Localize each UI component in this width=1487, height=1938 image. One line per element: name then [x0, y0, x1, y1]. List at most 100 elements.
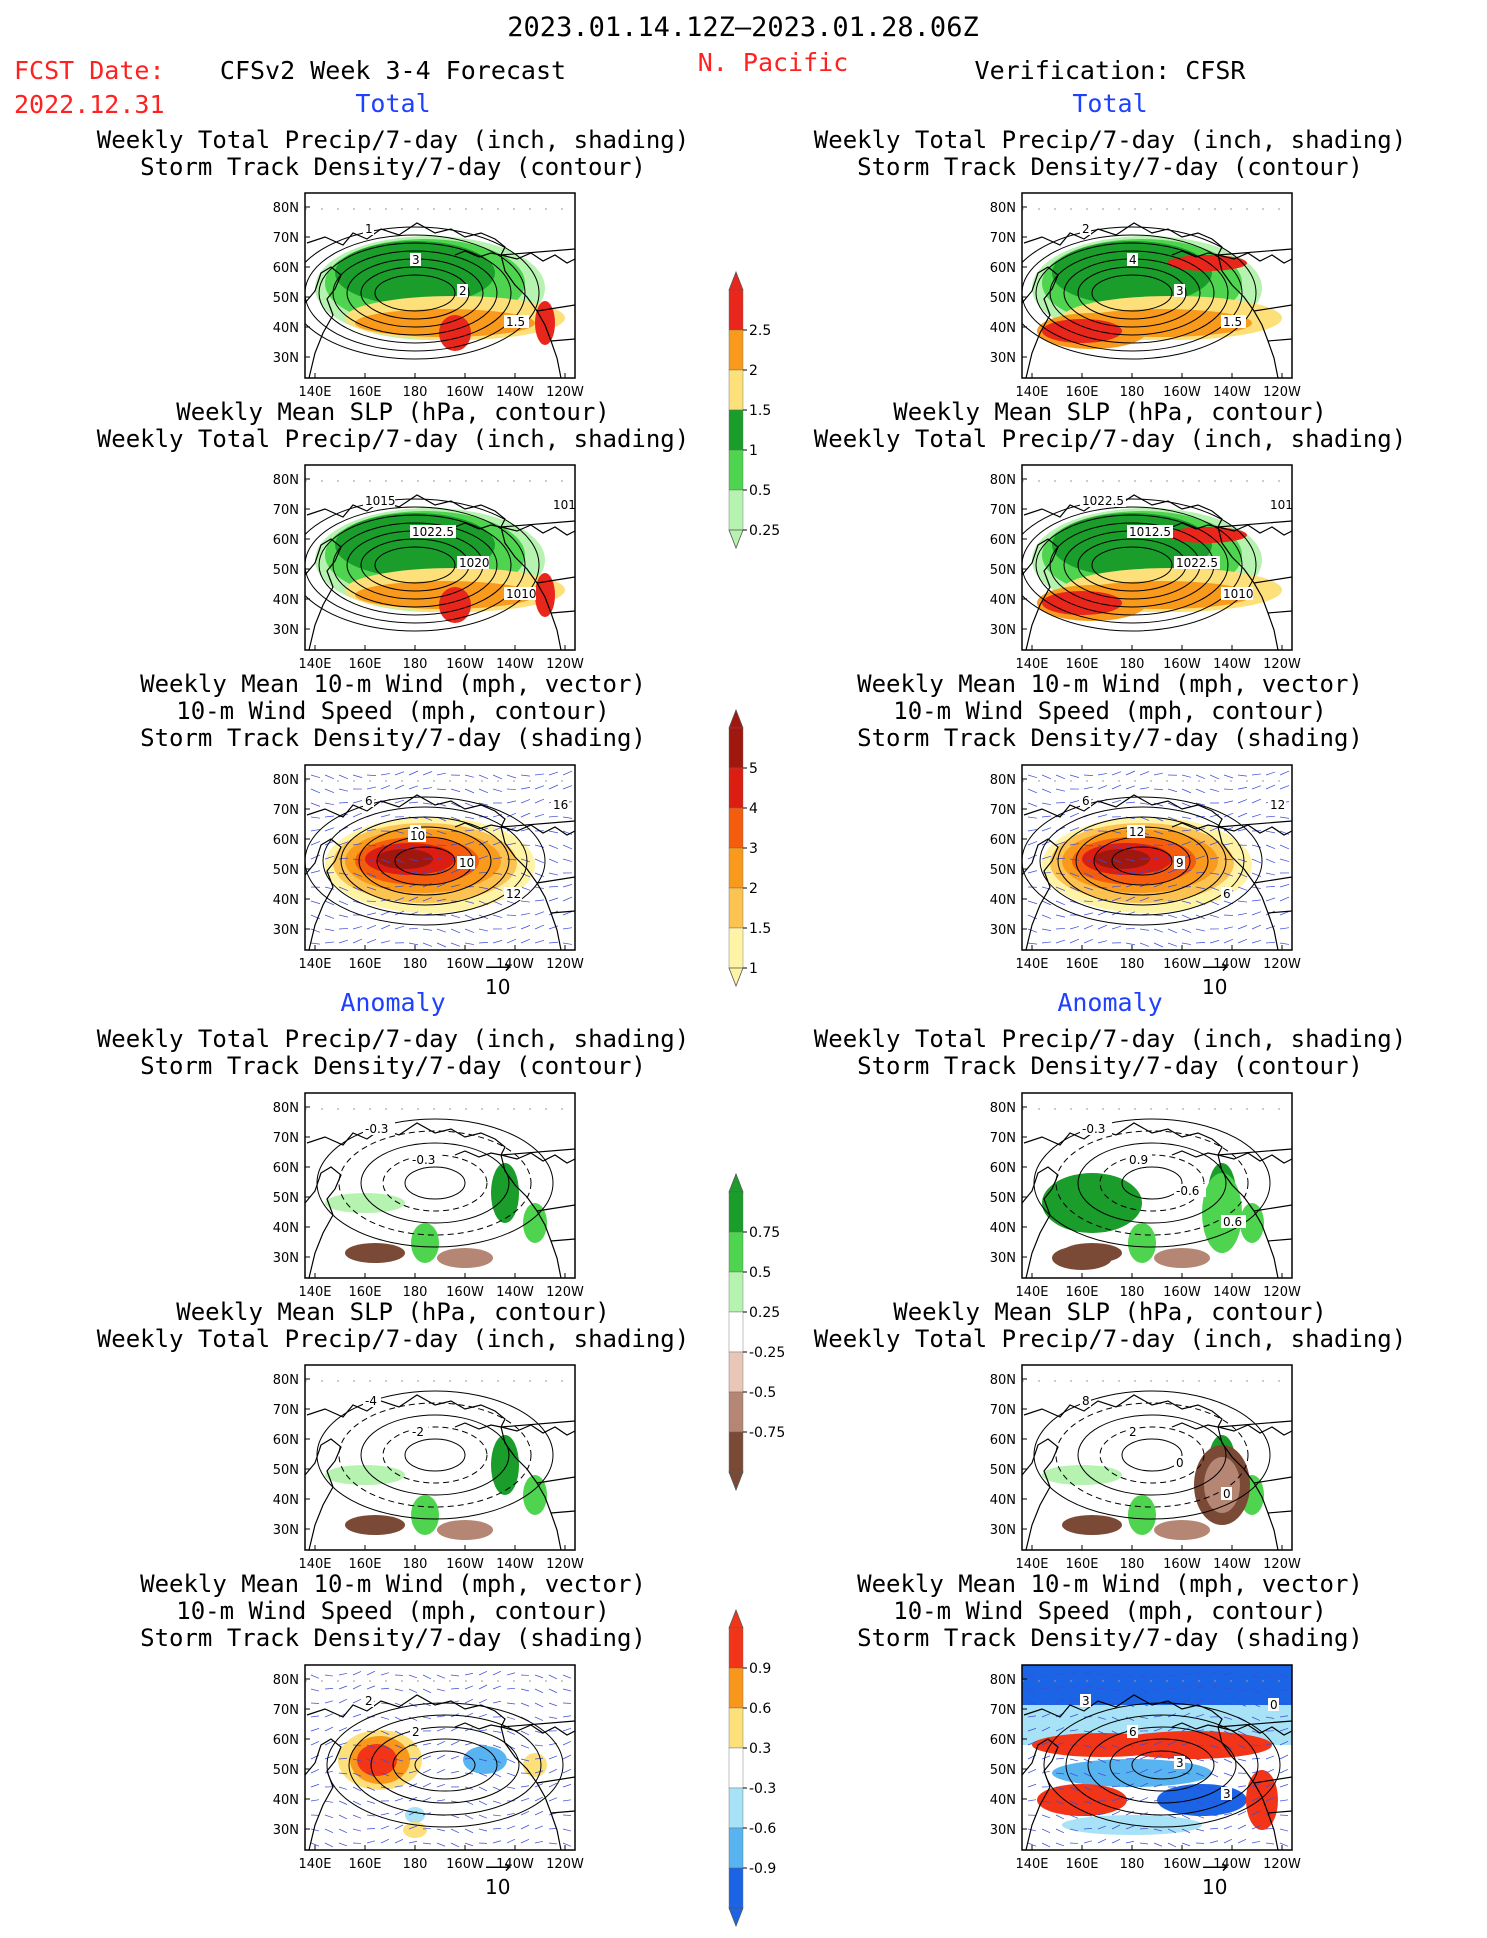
lat-tick-label: 30N [273, 923, 299, 938]
lat-tick-label: 60N [990, 533, 1016, 548]
colorbar-label: 1.5 [749, 921, 771, 937]
lat-tick-label: 40N [273, 1493, 299, 1508]
contour-label: 2 [412, 1725, 420, 1739]
lon-tick-label: 140W [496, 657, 534, 672]
lon-tick-label: 160E [348, 385, 381, 400]
lon-tick-label: 120W [1263, 1857, 1301, 1872]
lat-tick-label: 30N [990, 923, 1016, 938]
title-fc-anom-wind-1: Weekly Mean 10-m Wind (mph, vector) [140, 1572, 646, 1596]
contour-label: 1015 [1270, 498, 1301, 512]
region-title: N. Pacific [698, 50, 849, 75]
lon-tick-label: 120W [546, 385, 584, 400]
verification-title: Verification: CFSR [975, 58, 1246, 83]
lat-tick-label: 80N [990, 1373, 1016, 1388]
title-fc-total-slp-1: Weekly Mean SLP (hPa, contour) [176, 400, 609, 424]
colorbar-label: -0.5 [749, 1385, 776, 1401]
title-ver-anom-precip-1: Weekly Total Precip/7-day (inch, shading… [814, 1027, 1406, 1051]
colorbar-segment [729, 1192, 743, 1232]
lon-tick-label: 160W [1163, 1857, 1201, 1872]
lat-tick-label: 70N [273, 803, 299, 818]
contour-label: 2 [459, 284, 467, 298]
contour-label: -4 [365, 1394, 377, 1408]
colorbar-segment [729, 808, 743, 848]
lat-tick-label: 30N [990, 1523, 1016, 1538]
contour-label: 1022.5 [412, 525, 454, 539]
lat-tick-label: 70N [273, 1703, 299, 1718]
lon-tick-label: 140E [1015, 385, 1048, 400]
contour-label: 1020 [459, 556, 490, 570]
contour-label: 1012.5 [553, 498, 595, 512]
contour-label: 1022.5 [1176, 556, 1218, 570]
lon-tick-label: 120W [1263, 1557, 1301, 1572]
lat-tick-label: 30N [273, 1251, 299, 1266]
lon-tick-label: 160E [1065, 1857, 1098, 1872]
lat-tick-label: 30N [273, 1523, 299, 1538]
lon-tick-label: 120W [1263, 385, 1301, 400]
contour-label: -0.3 [365, 1122, 388, 1136]
lon-tick-label: 120W [1263, 1285, 1301, 1300]
colorbar-label: 0.25 [749, 1305, 780, 1321]
lon-tick-label: 120W [1263, 957, 1301, 972]
contour-label: -0.3 [412, 1153, 435, 1167]
lat-tick-label: 70N [273, 1131, 299, 1146]
colorbar-label: 4 [749, 801, 758, 817]
contour-label: 12 [1129, 825, 1144, 839]
colorbar-label: -0.9 [749, 1861, 776, 1877]
arrow-right-icon: ⟶ [485, 1862, 511, 1875]
contour-label: 3 [1176, 284, 1184, 298]
lon-tick-label: 160W [446, 1857, 484, 1872]
lon-tick-label: 140W [496, 1285, 534, 1300]
lat-tick-label: 80N [990, 201, 1016, 216]
contour-label: 1012.5 [1129, 525, 1171, 539]
lon-tick-label: 140E [1015, 957, 1048, 972]
lat-tick-label: 30N [273, 623, 299, 638]
lat-tick-label: 50N [273, 291, 299, 306]
title-fc-anom-precip-2: Storm Track Density/7-day (contour) [140, 1054, 646, 1078]
lat-tick-label: 70N [273, 1403, 299, 1418]
title-ver-anom-slp-2: Weekly Total Precip/7-day (inch, shading… [814, 1327, 1406, 1351]
title-ver-anom-wind-3: Storm Track Density/7-day (shading) [857, 1626, 1363, 1650]
lon-tick-label: 140E [298, 957, 331, 972]
colorbar-label: 1 [749, 443, 758, 459]
title-fc-total-precip-1: Weekly Total Precip/7-day (inch, shading… [97, 128, 689, 152]
colorbar-segment [729, 290, 743, 330]
contour-label: 10 [459, 856, 474, 870]
vector-ref-value: 10 [1202, 975, 1228, 999]
map-panel-fc-total-wind: 681012161080N70N60N50N40N30N140E160E1801… [255, 760, 585, 975]
contour-label: 3 [1082, 1694, 1090, 1708]
colorbar-segment [729, 1668, 743, 1708]
colorbar-segment [729, 888, 743, 928]
lon-tick-label: 160E [348, 657, 381, 672]
lon-tick-label: 120W [1263, 657, 1301, 672]
colorbar-label: -0.75 [749, 1425, 785, 1441]
lat-tick-label: 60N [990, 1433, 1016, 1448]
lat-tick-label: 40N [273, 321, 299, 336]
vector-ref-ver-anom: ⟶ 10 [1202, 1862, 1228, 1899]
contour-label: 1010 [506, 587, 537, 601]
lat-tick-label: 30N [273, 1823, 299, 1838]
colorbar-segment [729, 1232, 743, 1272]
contour-label: 3 [1223, 1787, 1231, 1801]
lat-tick-label: 50N [273, 1463, 299, 1478]
colorbar-label: 0.3 [749, 1741, 771, 1757]
vector-ref-fc-anom: ⟶ 10 [485, 1862, 511, 1899]
model-title: CFSv2 Week 3-4 Forecast [220, 58, 566, 83]
colorbar-segment [729, 450, 743, 490]
contour-label: 1.5 [1223, 315, 1242, 329]
lat-tick-label: 60N [990, 1733, 1016, 1748]
lat-tick-label: 80N [990, 773, 1016, 788]
colorbar-segment [729, 1748, 743, 1788]
lat-tick-label: 50N [990, 563, 1016, 578]
lon-tick-label: 140W [1213, 1557, 1251, 1572]
lat-tick-label: 60N [273, 1161, 299, 1176]
lon-tick-label: 180 [1120, 1857, 1145, 1872]
lat-tick-label: 70N [990, 1703, 1016, 1718]
lon-tick-label: 140W [1213, 385, 1251, 400]
lat-tick-label: 40N [990, 321, 1016, 336]
lat-tick-label: 80N [273, 773, 299, 788]
